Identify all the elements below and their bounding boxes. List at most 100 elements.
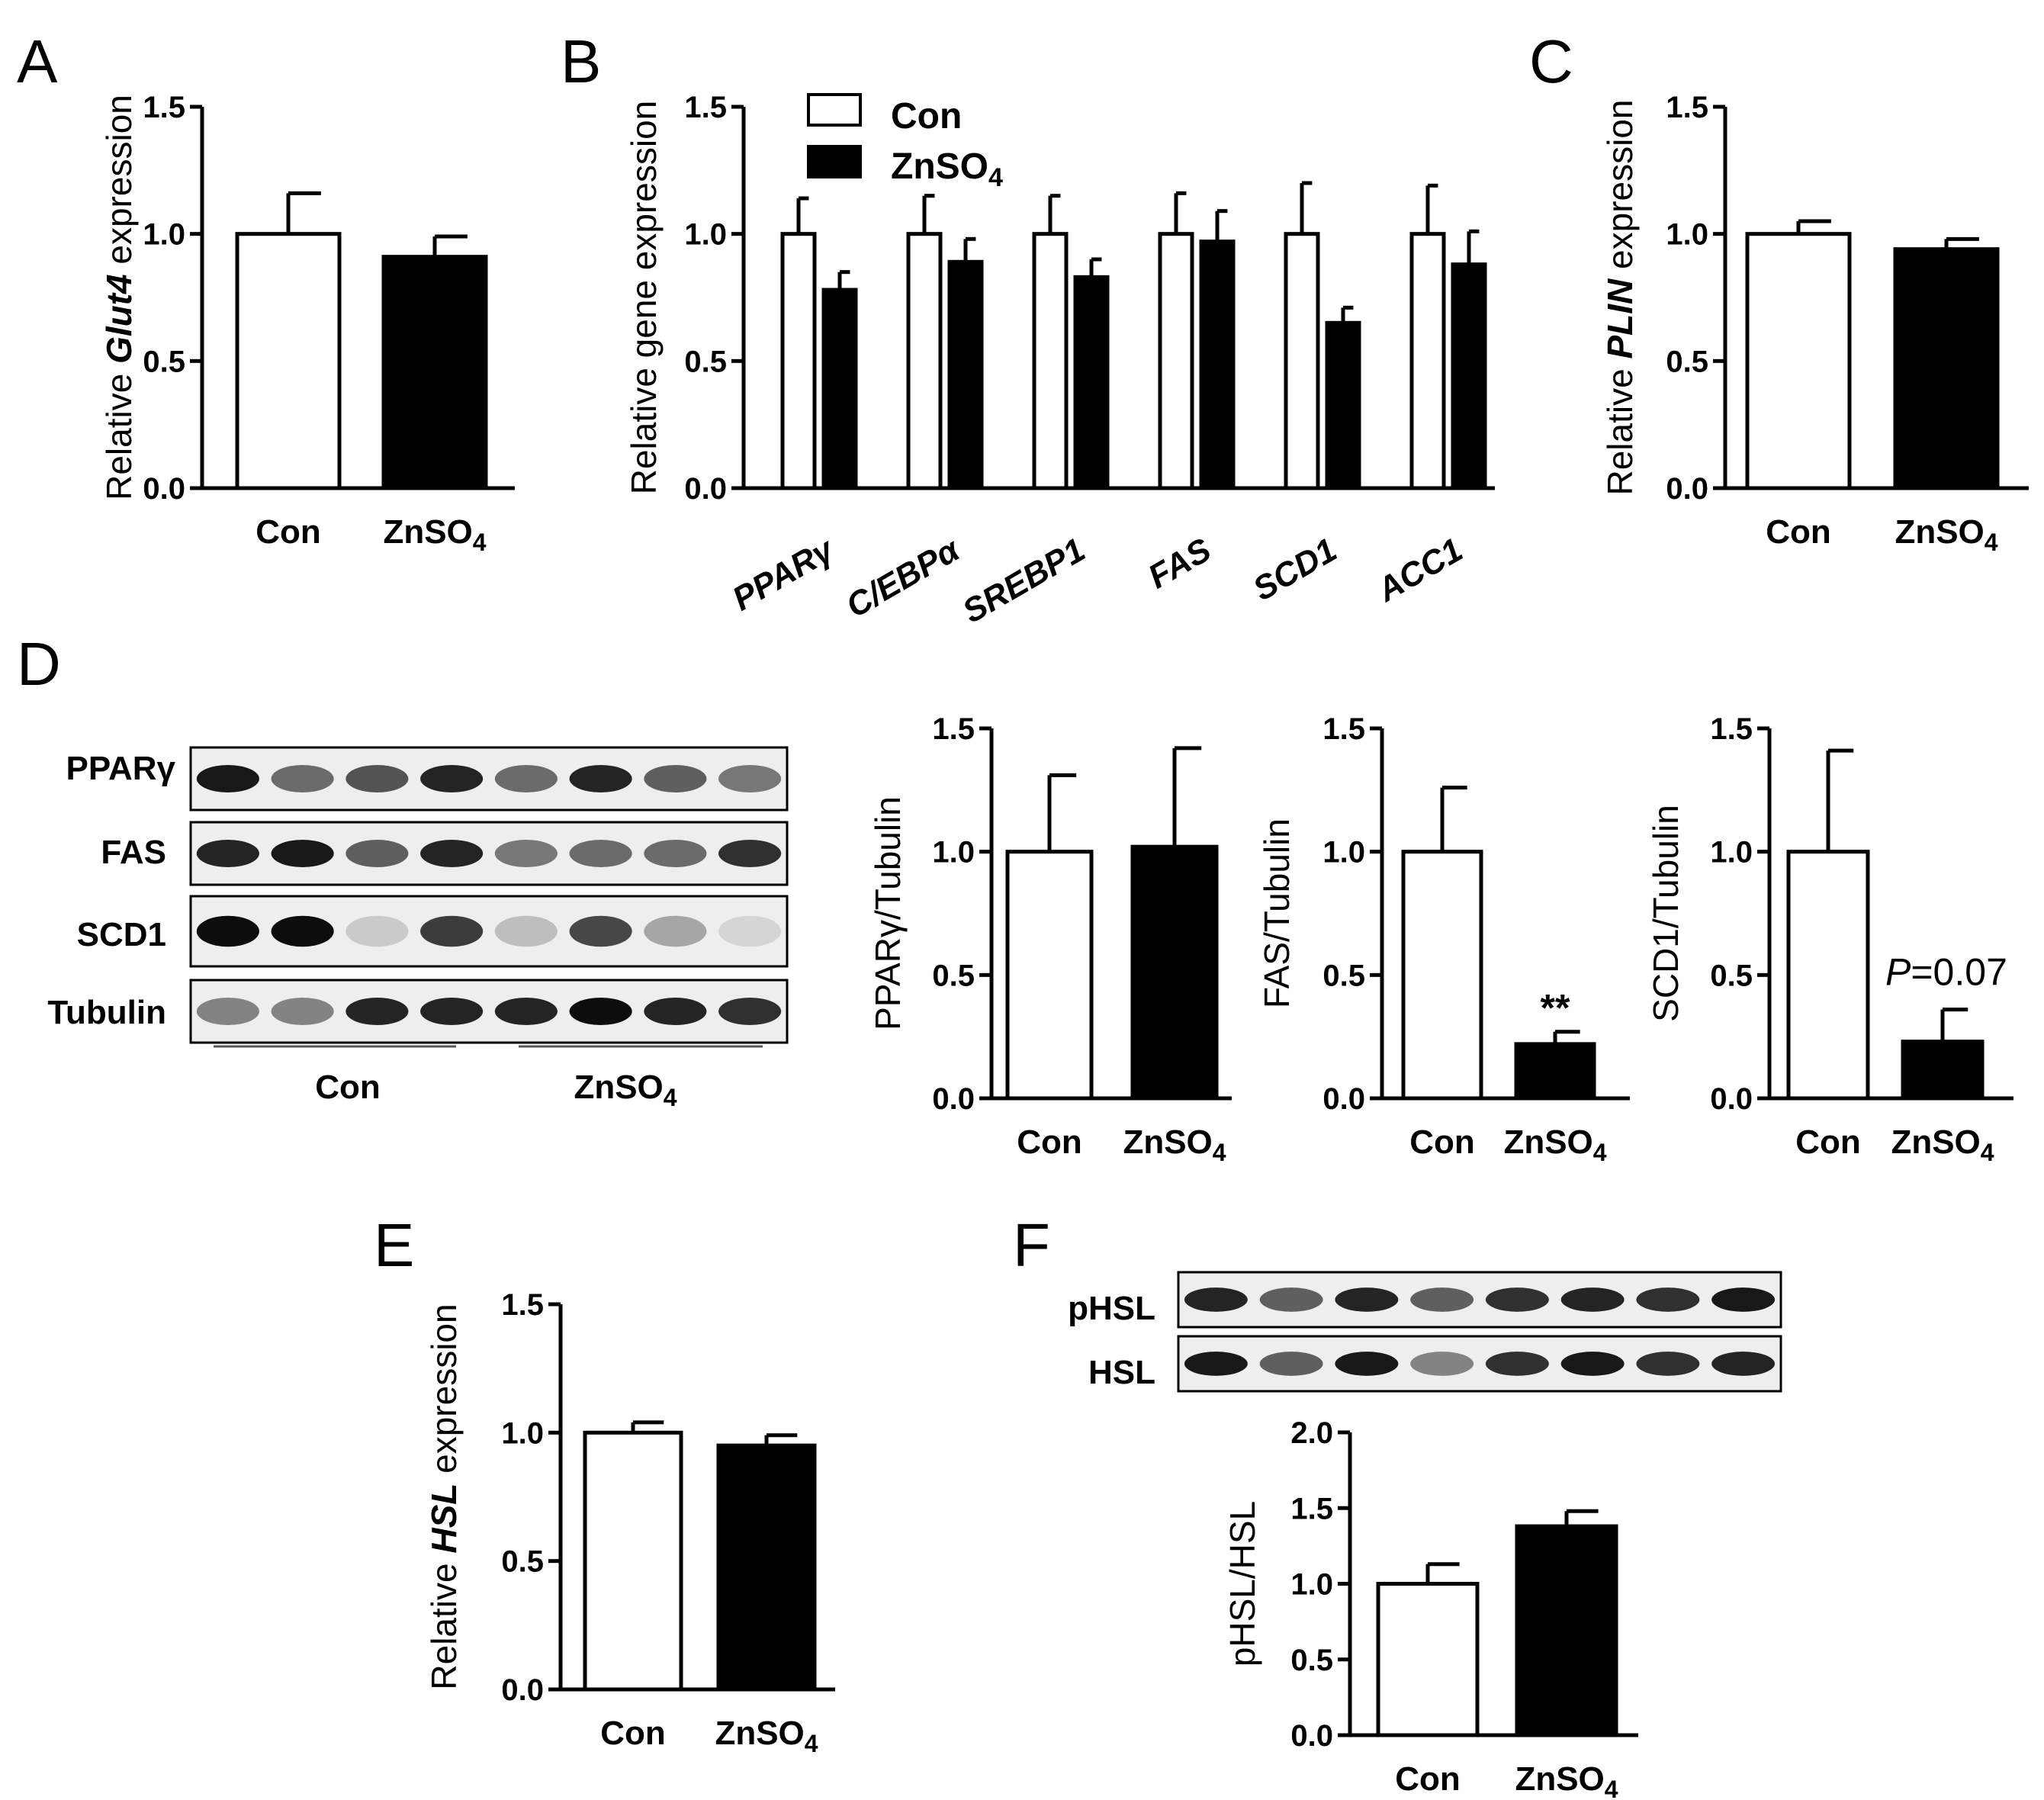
y-tick-label: 0.5 xyxy=(1710,959,1753,992)
y-tick-label: 1.0 xyxy=(1666,218,1708,252)
x-category-label: Con xyxy=(256,513,321,551)
western-blot-d: PPARγ FAS SCD1 Tubulin Con ZnSO4 xyxy=(47,746,789,1111)
blot-strip-hsl xyxy=(1177,1335,1782,1393)
blot-strip-hsl-band xyxy=(1259,1352,1323,1376)
blot-label-ppar: PPARγ xyxy=(66,750,176,787)
blot-strip-hsl-band xyxy=(1560,1352,1625,1376)
legend-b: Con ZnSO4 xyxy=(807,93,1003,192)
bar-con xyxy=(1005,850,1094,1101)
blot-strip-hsl-band xyxy=(1711,1352,1776,1376)
bar-znso4-2 xyxy=(1073,275,1110,490)
chart-c-plin: 0.0 0.5 1.0 1.5 Relative PLIN expression Con Z… xyxy=(1600,91,2029,556)
bar-znso4-4 xyxy=(1325,320,1361,490)
blot-d-strips xyxy=(189,746,789,1044)
bar-con-5 xyxy=(1409,232,1446,490)
bar-znso4 xyxy=(1901,1040,1985,1101)
blot-strip-phsl-band xyxy=(1636,1287,1700,1312)
x-category-label: FAS xyxy=(1142,531,1217,596)
bar-con xyxy=(1401,850,1483,1101)
blot-strip-fas-band xyxy=(271,839,334,868)
p-value-annotation: P=0.07 xyxy=(1885,950,2007,993)
y-axis-label: SCD1/Tubulin xyxy=(1646,805,1686,1022)
blot-strip-fas-band xyxy=(718,839,782,868)
blot-strip-phsl-band xyxy=(1711,1287,1776,1312)
x-category-label: ZnSO4 xyxy=(1515,1760,1618,1800)
y-tick-label: 1.5 xyxy=(143,91,185,124)
chart-f-phsl-hsl: 0.0 0.5 1.0 1.5 2.0 pHSL/HSL Con ZnSO4 xyxy=(1223,1416,1638,1800)
x-category-label: ZnSO4 xyxy=(1895,513,1997,556)
blot-label-scd1: SCD1 xyxy=(77,916,166,953)
chart-d-fas-tubulin: 0.0 0.5 1.0 1.5 FAS/Tubulin Con ZnSO4 ** xyxy=(1257,712,1630,1166)
y-tick-label: 1.0 xyxy=(501,1416,544,1450)
y-tick-label: 1.0 xyxy=(1710,836,1753,869)
bar-con-0 xyxy=(780,232,817,490)
bar-con-3 xyxy=(1158,232,1194,490)
bar-znso4 xyxy=(1514,1042,1596,1101)
legend-label-con: Con xyxy=(891,96,962,137)
legend-swatch-znso4 xyxy=(807,145,862,178)
blot-strip-fas-band xyxy=(345,839,409,868)
blot-strip-tubulin-band xyxy=(569,997,632,1026)
blot-strip-hsl-band xyxy=(1335,1352,1399,1376)
significance-annotation: ** xyxy=(1541,987,1570,1030)
bar-znso4 xyxy=(1893,247,2000,490)
y-axis-label: Relative PLIN expression xyxy=(1600,100,1640,496)
x-category-label: Con xyxy=(1395,1760,1461,1798)
bar-znso4 xyxy=(381,255,488,490)
blot-strip-tubulin-band xyxy=(644,997,707,1026)
panel-label-f: F xyxy=(1013,1211,1050,1279)
x-category-label: C/EBPα xyxy=(840,530,966,625)
y-tick-label: 2.0 xyxy=(1290,1416,1333,1450)
blot-strip-ppar-band xyxy=(420,764,484,793)
blot-strip-ppar-band xyxy=(569,764,632,793)
y-tick-label: 0.5 xyxy=(684,345,727,378)
blot-f-strips xyxy=(1177,1271,1782,1393)
x-category-label: Con xyxy=(1766,513,1831,551)
blot-strip-fas-band xyxy=(494,839,558,868)
y-tick-label: 0.0 xyxy=(1290,1719,1333,1753)
blot-strip-phsl-band xyxy=(1335,1287,1399,1312)
y-axis-label: Relative Glut4 expression xyxy=(99,95,139,500)
y-tick-label: 1.5 xyxy=(501,1288,544,1322)
y-tick-label: 1.5 xyxy=(932,712,975,746)
blot-label-phsl: pHSL xyxy=(1068,1290,1155,1327)
bar-con xyxy=(583,1430,683,1692)
y-tick-label: 1.0 xyxy=(932,836,975,869)
blot-strip-tubulin-band xyxy=(420,997,484,1026)
blot-strip-phsl-band xyxy=(1259,1287,1323,1312)
x-category-label: ZnSO4 xyxy=(715,1715,818,1757)
x-category-label: SREBP1 xyxy=(956,531,1091,630)
y-axis-label: Relative gene expression xyxy=(624,101,664,495)
y-tick-label: 1.0 xyxy=(143,218,185,252)
y-tick-label: 0.0 xyxy=(501,1673,544,1707)
blot-label-hsl: HSL xyxy=(1088,1354,1155,1391)
x-category-label: ZnSO4 xyxy=(1123,1123,1226,1166)
blot-strip-fas-band xyxy=(644,839,707,868)
blot-strip-fas-band xyxy=(196,839,259,868)
blot-strip-tubulin-band xyxy=(345,997,409,1026)
blot-strip-scd1-band xyxy=(420,915,484,947)
blot-label-fas: FAS xyxy=(101,834,166,871)
blot-strip-tubulin-band xyxy=(718,997,782,1026)
blot-strip-ppar-band xyxy=(644,764,707,793)
bar-znso4 xyxy=(716,1443,817,1692)
blot-group-znso4: ZnSO4 xyxy=(574,1069,677,1111)
blot-strip-scd1 xyxy=(189,895,789,968)
y-axis-label: Relative HSL expression xyxy=(424,1303,464,1689)
x-category-label: Con xyxy=(1017,1123,1082,1161)
panel-label-d: D xyxy=(17,630,61,698)
y-tick-label: 1.5 xyxy=(1666,91,1708,124)
y-tick-label: 1.5 xyxy=(1322,712,1365,746)
panel-label-a: A xyxy=(17,27,58,95)
y-tick-label: 0.0 xyxy=(932,1082,975,1116)
blot-strip-tubulin xyxy=(189,979,789,1044)
blot-group-con: Con xyxy=(315,1069,381,1106)
blot-strip-tubulin-band xyxy=(494,997,558,1026)
x-category-label: Con xyxy=(1409,1123,1475,1161)
blot-strip-scd1-band xyxy=(494,915,558,947)
blot-strip-fas xyxy=(189,821,789,886)
y-tick-label: 0.5 xyxy=(143,345,185,378)
x-category-label: SCD1 xyxy=(1247,531,1343,608)
